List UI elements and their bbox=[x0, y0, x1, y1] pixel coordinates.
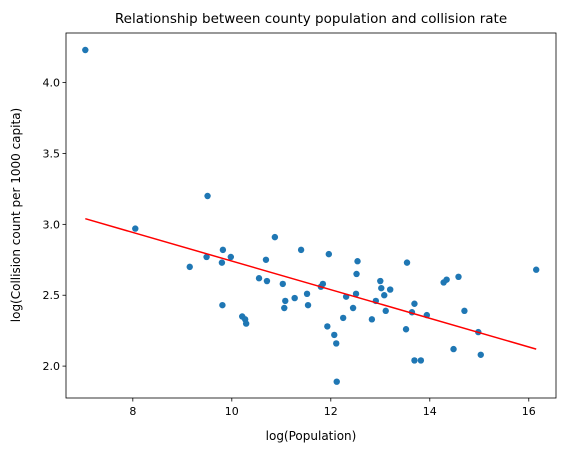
data-point bbox=[263, 277, 271, 285]
axes-frame bbox=[65, 32, 557, 399]
x-tick-label: 10 bbox=[225, 405, 239, 418]
y-axis-label: log(Collision count per 1000 capita) bbox=[9, 108, 23, 322]
x-tick-label: 12 bbox=[324, 405, 338, 418]
data-point bbox=[411, 300, 418, 307]
regression-line bbox=[85, 217, 537, 350]
data-point bbox=[281, 304, 288, 312]
y-tick-label: 2.0 bbox=[43, 360, 61, 373]
data-point bbox=[324, 323, 331, 330]
data-point bbox=[377, 277, 384, 285]
data-point bbox=[282, 297, 289, 305]
data-point bbox=[386, 286, 394, 293]
data-point bbox=[291, 294, 298, 302]
data-point bbox=[271, 233, 279, 241]
data-point bbox=[297, 246, 305, 254]
data-point bbox=[203, 253, 210, 261]
axes: 8 10 12 14 16 2.0 2.5 3.0 3.5 4.0 bbox=[43, 32, 557, 418]
data-point bbox=[82, 46, 89, 54]
y-tick-label: 4.0 bbox=[43, 77, 61, 90]
chart-title: Relationship between county population a… bbox=[115, 11, 507, 27]
data-point bbox=[242, 320, 250, 327]
x-tick-label: 8 bbox=[129, 405, 136, 418]
data-point bbox=[218, 259, 226, 266]
data-point bbox=[455, 273, 462, 281]
data-point bbox=[417, 357, 425, 364]
y-tick-label: 3.0 bbox=[43, 218, 61, 231]
data-point bbox=[319, 280, 327, 288]
data-point bbox=[279, 280, 286, 288]
data-point bbox=[368, 316, 376, 323]
data-point bbox=[227, 253, 235, 261]
data-point bbox=[331, 331, 338, 339]
x-axis-label: log(Population) bbox=[266, 429, 357, 443]
y-tick-label: 2.5 bbox=[43, 289, 61, 302]
data-point bbox=[262, 256, 270, 263]
data-point bbox=[333, 378, 340, 385]
data-point bbox=[186, 263, 193, 271]
data-point bbox=[255, 275, 263, 282]
data-point bbox=[461, 307, 468, 315]
data-point bbox=[219, 246, 227, 254]
data-point bbox=[402, 326, 410, 333]
data-point bbox=[354, 258, 361, 265]
data-point bbox=[378, 284, 385, 292]
data-point bbox=[477, 351, 484, 358]
data-point bbox=[349, 304, 357, 312]
data-point bbox=[303, 290, 311, 298]
data-point bbox=[403, 259, 411, 266]
data-point bbox=[450, 345, 457, 353]
plot-area bbox=[82, 46, 540, 385]
x-tick-label: 14 bbox=[423, 405, 437, 418]
data-point bbox=[352, 290, 360, 298]
data-point bbox=[382, 307, 389, 315]
data-point bbox=[339, 314, 347, 322]
data-point bbox=[353, 270, 360, 278]
y-tick-label: 3.5 bbox=[43, 147, 61, 160]
data-point bbox=[304, 301, 312, 309]
data-point bbox=[325, 250, 333, 258]
data-point bbox=[219, 301, 226, 309]
data-point bbox=[132, 225, 139, 232]
data-point bbox=[204, 192, 211, 200]
data-point bbox=[411, 357, 418, 364]
data-point bbox=[533, 266, 540, 273]
data-point bbox=[333, 340, 340, 347]
data-point bbox=[381, 292, 388, 299]
x-tick-label: 16 bbox=[522, 405, 536, 418]
data-point bbox=[443, 276, 450, 283]
